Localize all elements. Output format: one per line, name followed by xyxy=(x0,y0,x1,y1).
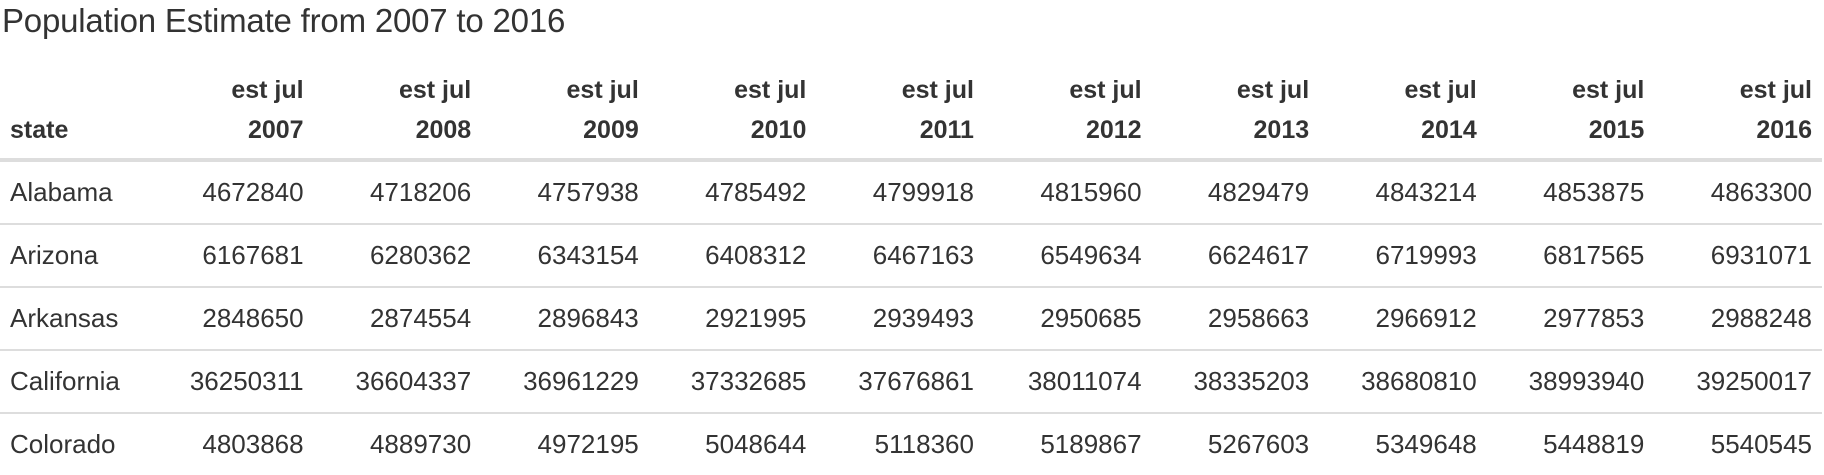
population-cell: 36604337 xyxy=(313,350,482,414)
column-header-label-bottom: 2009 xyxy=(583,116,639,144)
column-header-label-top: est jul xyxy=(734,76,807,104)
population-cell: 6343154 xyxy=(481,224,649,288)
population-cell: 2950685 xyxy=(983,287,1152,351)
column-header-label-bottom: 2007 xyxy=(247,116,304,144)
column-header-label-bottom: 2011 xyxy=(919,116,974,144)
column-header-label-bottom: 2016 xyxy=(1756,116,1812,144)
population-cell: 38680810 xyxy=(1319,350,1487,414)
population-cell: 2874554 xyxy=(313,287,482,351)
population-table: state est jul 2007 est jul 2008 est jul … xyxy=(0,70,1822,475)
population-cell: 4843214 xyxy=(1319,160,1487,225)
column-header-2009: est jul 2009 xyxy=(481,70,649,162)
population-cell: 38993940 xyxy=(1486,350,1655,414)
column-header-label-top: est jul xyxy=(1069,76,1142,104)
column-header-2007: est jul 2007 xyxy=(146,70,314,162)
population-cell: 5349648 xyxy=(1375,429,1477,459)
page-title: Population Estimate from 2007 to 2016 xyxy=(2,2,566,39)
table-header: state est jul 2007 est jul 2008 est jul … xyxy=(0,70,1822,162)
population-cell: 4785492 xyxy=(648,160,817,225)
column-header-label-top: est jul xyxy=(1404,76,1477,104)
population-cell: 2958663 xyxy=(1151,287,1320,351)
population-cell: 6817565 xyxy=(1486,224,1655,288)
population-cell: 4757938 xyxy=(481,160,649,225)
column-header-label-top: est jul xyxy=(1236,76,1310,104)
population-cell: 6280362 xyxy=(313,224,482,288)
column-header-label-top: est jul xyxy=(566,76,639,104)
column-header-2015: est jul 2015 xyxy=(1486,70,1655,162)
table-row: Arkansas 2848650 2874554 2896843 2921995 2939… xyxy=(0,287,1822,351)
population-cell: 37676861 xyxy=(816,350,984,414)
population-cell: 4815960 xyxy=(983,160,1152,225)
population-cell: 4672840 xyxy=(146,160,314,225)
population-cell: 2939493 xyxy=(816,287,984,351)
population-cell: 6167681 xyxy=(146,224,314,288)
column-header-label-top: est jul xyxy=(231,76,304,104)
population-cell: 5540545 xyxy=(1710,429,1812,459)
column-header-label-bottom: 2010 xyxy=(750,116,807,144)
column-header-label-bottom: 2012 xyxy=(1085,116,1142,144)
population-cell: 4853875 xyxy=(1486,160,1655,225)
column-header-label: state xyxy=(10,116,69,144)
column-header-2013: est jul 2013 xyxy=(1151,70,1320,162)
population-cell: 5448819 xyxy=(1543,429,1645,459)
column-header-label-top: est jul xyxy=(1739,76,1812,104)
population-cell: 6931071 xyxy=(1654,224,1822,288)
table-body: Alabama 4672840 4718206 4757938 4785492 47999… xyxy=(0,160,1822,475)
population-cell: 39250017 xyxy=(1654,350,1822,414)
population-cell: 38011074 xyxy=(983,350,1152,414)
column-header-label-top: est jul xyxy=(398,76,472,104)
population-cell: 2966912 xyxy=(1319,287,1487,351)
population-cell: 5189867 xyxy=(1040,429,1142,459)
column-header-state: state xyxy=(0,70,146,162)
population-cell: 4799918 xyxy=(816,160,984,225)
population-cell: 2977853 xyxy=(1486,287,1655,351)
table-row: Arizona 6167681 6280362 6343154 6408312 64671… xyxy=(0,224,1822,288)
state-cell: Alabama xyxy=(0,160,146,225)
population-cell: 4863300 xyxy=(1654,160,1822,225)
population-cell: 6624617 xyxy=(1151,224,1320,288)
column-header-2008: est jul 2008 xyxy=(313,70,482,162)
population-cell: 2921995 xyxy=(648,287,817,351)
state-cell: California xyxy=(0,350,146,414)
population-cell: 4889730 xyxy=(369,429,472,459)
population-cell: 36961229 xyxy=(481,350,649,414)
population-cell: 6549634 xyxy=(983,224,1152,288)
column-header-label-bottom: 2013 xyxy=(1253,116,1310,144)
column-header-2014: est jul 2014 xyxy=(1319,70,1487,162)
population-cell: 2988248 xyxy=(1654,287,1822,351)
column-header-label-bottom: 2015 xyxy=(1588,116,1645,144)
column-header-label-bottom: 2008 xyxy=(415,116,472,144)
state-cell: Arizona xyxy=(0,224,146,288)
column-header-label-top: est jul xyxy=(901,76,974,104)
population-cell: 4829479 xyxy=(1151,160,1320,225)
population-cell: 5118360 xyxy=(874,429,974,459)
population-cell: 5267603 xyxy=(1207,429,1310,459)
population-cell: 6467163 xyxy=(816,224,984,288)
column-header-2010: est jul 2010 xyxy=(648,70,817,162)
population-cell: 4718206 xyxy=(313,160,482,225)
population-cell: 36250311 xyxy=(146,350,314,414)
population-cell: 4972195 xyxy=(537,429,639,459)
table-row: California 36250311 36604337 36961229 373326… xyxy=(0,350,1822,414)
population-cell: 2848650 xyxy=(146,287,314,351)
population-cell: 5048644 xyxy=(705,429,807,459)
population-cell: 38335203 xyxy=(1151,350,1320,414)
column-header-2012: est jul 2012 xyxy=(983,70,1152,162)
population-cell: 6408312 xyxy=(648,224,817,288)
population-cell: 6719993 xyxy=(1319,224,1487,288)
column-header-label-bottom: 2014 xyxy=(1421,116,1477,144)
column-header-2011: est jul 2011 xyxy=(816,70,984,162)
table-row: Alabama 4672840 4718206 4757938 4785492 47999… xyxy=(0,160,1822,225)
population-cell: 2896843 xyxy=(481,287,649,351)
column-header-label-top: est jul xyxy=(1572,76,1645,104)
state-cell: Arkansas xyxy=(0,287,146,351)
column-header-2016: est jul 2016 xyxy=(1654,70,1822,162)
population-cell: 37332685 xyxy=(648,350,817,414)
table-row: Colorado 4803868 4889730 4972195 5048644 5118… xyxy=(0,413,1822,475)
population-cell: 4803868 xyxy=(202,429,304,459)
state-cell: Colorado xyxy=(10,429,116,459)
header-row: state est jul 2007 est jul 2008 est jul … xyxy=(0,70,1822,162)
